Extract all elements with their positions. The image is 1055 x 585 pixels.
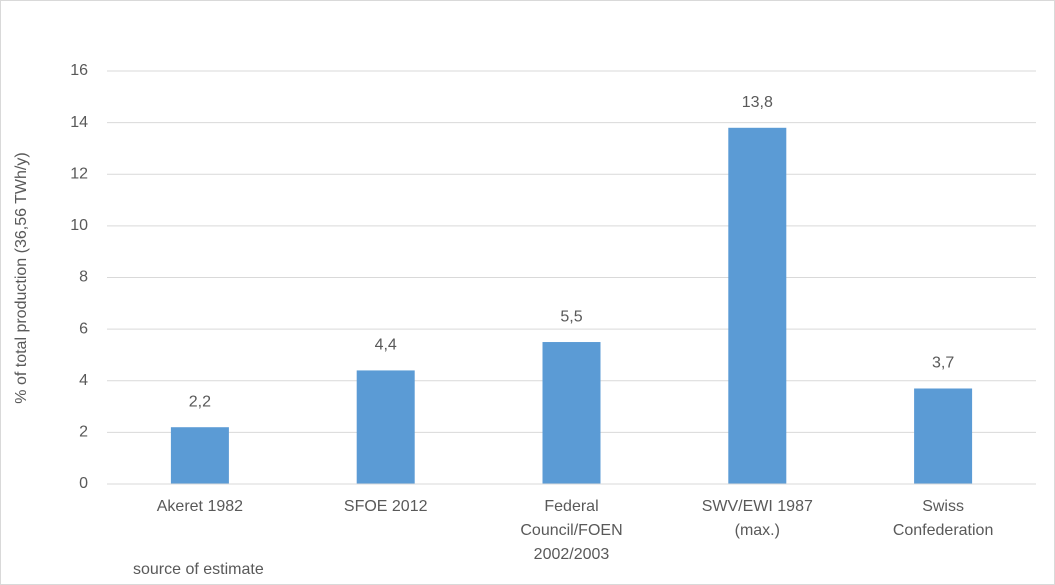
bar — [542, 342, 601, 484]
y-tick-label: 16 — [70, 62, 88, 79]
x-tick-label: Federal Council/FOEN 2002/2003 — [520, 498, 622, 563]
y-tick-label: 6 — [79, 320, 88, 337]
x-tick-label: Akeret 1982 — [157, 498, 243, 515]
data-label: 4,4 — [375, 337, 397, 354]
data-label: 5,5 — [560, 308, 582, 325]
bar — [356, 370, 415, 484]
bar — [170, 427, 229, 484]
data-label: 3,7 — [932, 355, 954, 372]
y-tick-label: 10 — [70, 217, 88, 234]
data-label: 13,8 — [742, 94, 773, 111]
bar — [914, 388, 973, 484]
y-tick-label: 14 — [70, 114, 88, 131]
y-tick-label: 0 — [79, 475, 88, 492]
x-tick-label: SWV/EWI 1987 (max.) — [702, 498, 813, 539]
x-axis-label: source of estimate — [133, 561, 264, 578]
x-tick-label: Swiss Confederation — [893, 498, 994, 539]
x-tick-label: SFOE 2012 — [344, 498, 428, 515]
y-tick-label: 4 — [79, 372, 88, 389]
y-tick-label: 2 — [79, 424, 88, 441]
bar — [728, 127, 787, 484]
y-tick-label: 8 — [79, 269, 88, 286]
data-label: 2,2 — [189, 393, 211, 410]
y-axis-label: % of total production (36,56 TWh/y) — [13, 152, 30, 403]
y-tick-label: 12 — [70, 165, 88, 182]
